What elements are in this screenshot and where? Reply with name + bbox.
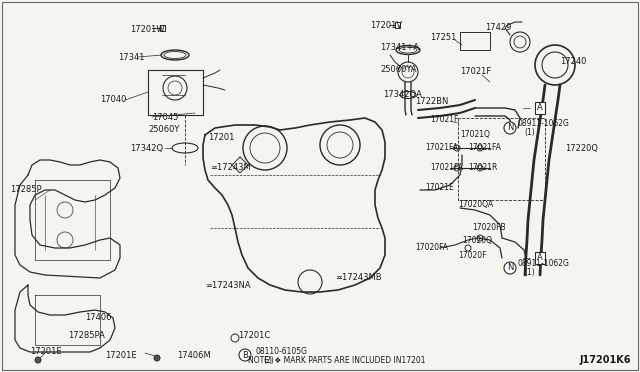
- Text: 17201C: 17201C: [238, 330, 270, 340]
- Text: B: B: [242, 350, 248, 359]
- Bar: [460, 32, 490, 50]
- Text: 17406M: 17406M: [177, 350, 211, 359]
- Text: 08911-1062G: 08911-1062G: [518, 260, 570, 269]
- Text: 17020QA: 17020QA: [458, 201, 493, 209]
- Text: 17020Q: 17020Q: [462, 235, 492, 244]
- Text: 17220Q: 17220Q: [565, 144, 598, 153]
- Text: 17021FA: 17021FA: [430, 164, 463, 173]
- Text: 17342QA: 17342QA: [383, 90, 422, 99]
- Text: 17285PA: 17285PA: [68, 331, 105, 340]
- Text: A: A: [537, 103, 543, 112]
- Circle shape: [154, 355, 160, 361]
- Text: 17240: 17240: [560, 58, 586, 67]
- Text: 17201W: 17201W: [130, 26, 164, 35]
- Text: 17020F: 17020F: [458, 250, 486, 260]
- Text: A: A: [537, 253, 543, 263]
- Text: 17251: 17251: [430, 33, 456, 42]
- Text: 17021FA: 17021FA: [425, 144, 458, 153]
- Text: 17341: 17341: [118, 52, 145, 61]
- Text: 17406: 17406: [85, 314, 111, 323]
- Text: 17342Q: 17342Q: [130, 144, 163, 153]
- Text: 17045: 17045: [152, 113, 179, 122]
- Bar: [148, 70, 203, 115]
- Text: 1722BN: 1722BN: [415, 97, 449, 106]
- Text: N: N: [507, 124, 513, 132]
- Text: (2): (2): [263, 356, 274, 365]
- Text: 17021FA: 17021FA: [468, 144, 501, 153]
- Text: 17021R: 17021R: [468, 164, 497, 173]
- Text: ≖17243NA: ≖17243NA: [205, 280, 251, 289]
- Text: 17201: 17201: [208, 134, 234, 142]
- Text: NOTE) ❖ MARK PARTS ARE INCLUDED IN17201: NOTE) ❖ MARK PARTS ARE INCLUDED IN17201: [248, 356, 426, 365]
- Text: 17040: 17040: [100, 96, 126, 105]
- Text: J17201K6: J17201K6: [580, 355, 632, 365]
- Text: ≖17243MB: ≖17243MB: [335, 273, 381, 282]
- Text: 17429: 17429: [485, 23, 511, 32]
- Text: 17285P: 17285P: [10, 186, 42, 195]
- Text: 17021E: 17021E: [425, 183, 454, 192]
- Text: 25060Y: 25060Y: [148, 125, 179, 135]
- Text: 25060YA: 25060YA: [380, 65, 417, 74]
- Text: 17201E: 17201E: [30, 347, 61, 356]
- Text: (1): (1): [524, 269, 535, 278]
- Text: ≖17243M: ≖17243M: [210, 164, 251, 173]
- Text: 17021F: 17021F: [460, 67, 492, 77]
- Text: 08911-1062G: 08911-1062G: [518, 119, 570, 128]
- Text: 17021Q: 17021Q: [460, 131, 490, 140]
- Text: 17201E: 17201E: [105, 350, 136, 359]
- Text: N: N: [507, 263, 513, 273]
- Text: 17020FB: 17020FB: [472, 224, 506, 232]
- Text: 17341+A: 17341+A: [380, 44, 419, 52]
- Circle shape: [35, 357, 41, 363]
- Text: 17201V: 17201V: [370, 22, 402, 31]
- Text: 08110-6105G: 08110-6105G: [255, 347, 307, 356]
- Text: 17020FA: 17020FA: [415, 244, 448, 253]
- Text: 17021F: 17021F: [430, 115, 458, 125]
- Text: (1): (1): [524, 128, 535, 138]
